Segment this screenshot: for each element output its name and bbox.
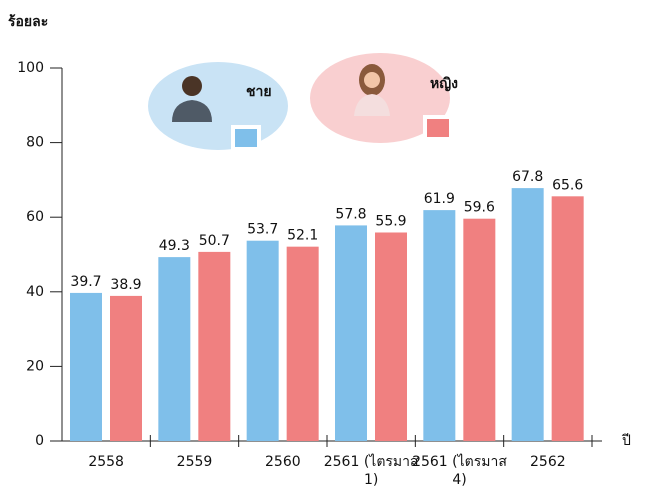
x-tick-label: 2561 (ไตรมาส 1) — [321, 453, 421, 489]
value-label: 38.9 — [110, 277, 141, 293]
x-tick-label: 2559 — [145, 453, 245, 471]
bar — [375, 232, 407, 441]
value-label: 61.9 — [424, 191, 455, 207]
legend-label: ชาย — [246, 84, 272, 100]
x-tick-label: 2560 — [233, 453, 333, 471]
legend-label: หญิง — [430, 76, 458, 92]
bar — [198, 252, 230, 441]
chart: ร้อยละ ปี 0 20 40 60 80 100 39.7 38.9 49.3 50.7 53… — [0, 0, 646, 501]
bar — [110, 296, 142, 441]
value-label: 65.6 — [552, 177, 583, 193]
value-label: 52.1 — [287, 228, 318, 244]
bar — [552, 196, 584, 441]
value-label: 55.9 — [375, 213, 406, 229]
value-label: 59.6 — [464, 200, 495, 216]
bar — [512, 188, 544, 441]
legend — [148, 53, 450, 150]
value-label: 53.7 — [247, 222, 278, 238]
value-label: 39.7 — [70, 274, 101, 290]
bar — [335, 225, 367, 441]
value-label: 57.8 — [335, 206, 366, 222]
bar — [247, 241, 279, 441]
legend-bubble — [148, 62, 288, 150]
y-tick-label: 0 — [35, 433, 44, 449]
x-tick-label: 2562 — [498, 453, 598, 471]
bar — [158, 257, 190, 441]
y-tick-label: 20 — [26, 358, 44, 374]
y-tick-label: 100 — [17, 60, 44, 76]
x-axis-label: ปี — [622, 433, 631, 449]
y-tick-label: 80 — [26, 135, 44, 151]
bar — [70, 293, 102, 441]
value-label: 67.8 — [512, 169, 543, 185]
y-tick-label: 60 — [26, 209, 44, 225]
bar — [287, 247, 319, 441]
x-tick-label: 2561 (ไตรมาส 4) — [410, 453, 510, 489]
value-label: 49.3 — [159, 238, 190, 254]
page: ร้อยละ ปี 0 20 40 60 80 100 39.7 38.9 49.3 50.7 53… — [0, 0, 646, 501]
bar — [463, 219, 495, 441]
x-tick-label: 2558 — [56, 453, 156, 471]
legend-swatch — [425, 117, 451, 139]
y-tick-label: 40 — [26, 284, 44, 300]
y-axis-label: ร้อยละ — [8, 14, 48, 30]
bar — [423, 210, 455, 441]
legend-swatch — [233, 127, 259, 149]
value-label: 50.7 — [199, 233, 230, 249]
